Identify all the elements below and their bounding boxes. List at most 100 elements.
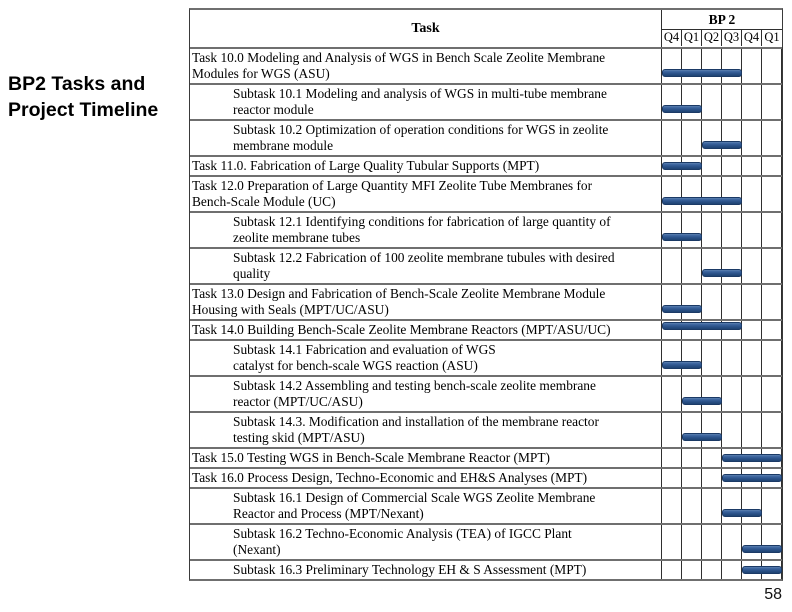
quarter-cell [682, 49, 702, 83]
task-label: Task 10.0 Modeling and Analysis of WGS i… [190, 49, 662, 83]
gantt-cell [662, 85, 782, 119]
period-header-group: BP 2 Q4 Q1 Q2 Q3 Q4 Q1 [662, 10, 782, 47]
task-label: Task 11.0. Fabrication of Large Quality … [190, 157, 662, 175]
quarter-cell [662, 121, 682, 155]
quarter-cell [722, 285, 742, 319]
table-row: Subtask 16.3 Preliminary Technology EH &… [190, 559, 782, 579]
quarter-cell [762, 377, 782, 411]
gantt-bar [701, 269, 742, 277]
quarter-cell [742, 525, 762, 559]
quarter-cell [682, 469, 702, 487]
gantt-bar [662, 361, 702, 369]
quarter-cell [662, 469, 682, 487]
quarter-cell [702, 49, 722, 83]
table-row: Subtask 14.1 Fabrication and evaluation … [190, 339, 782, 375]
quarter-cell [722, 213, 742, 247]
quarter-cell [682, 525, 702, 559]
quarter-cell [722, 413, 742, 447]
task-label: Subtask 14.1 Fabrication and evaluation … [190, 341, 662, 375]
table-row: Subtask 12.1 Identifying conditions for … [190, 211, 782, 247]
task-label: Task 14.0 Building Bench-Scale Zeolite M… [190, 321, 662, 339]
quarter-cell [662, 177, 682, 211]
quarter-cell [742, 121, 762, 155]
table-row: Task 15.0 Testing WGS in Bench-Scale Mem… [190, 447, 782, 467]
gantt-bar [662, 69, 742, 77]
quarter-cell [682, 489, 702, 523]
quarter-cell [702, 213, 722, 247]
quarter-cell [702, 525, 722, 559]
quarter-label: Q3 [722, 30, 742, 46]
task-label: Task 12.0 Preparation of Large Quantity … [190, 177, 662, 211]
table-row: Subtask 16.1 Design of Commercial Scale … [190, 487, 782, 523]
quarter-cell [742, 177, 762, 211]
quarter-cell [682, 561, 702, 579]
table-row: Task 11.0. Fabrication of Large Quality … [190, 155, 782, 175]
quarter-cell [702, 121, 722, 155]
gantt-cell [662, 121, 782, 155]
task-column-header: Task [190, 10, 662, 47]
quarter-cell [762, 525, 782, 559]
quarter-cell [742, 489, 762, 523]
quarter-cell [702, 249, 722, 283]
quarter-cell [682, 341, 702, 375]
quarter-cell [742, 49, 762, 83]
quarter-cell [702, 177, 722, 211]
quarter-cell [722, 321, 742, 339]
gantt-bar [681, 397, 722, 405]
task-label: Subtask 16.2 Techno-Economic Analysis (T… [190, 525, 662, 559]
quarter-cell [662, 213, 682, 247]
quarter-label: Q4 [742, 30, 762, 46]
quarter-cell [722, 249, 742, 283]
gantt-cell [662, 341, 782, 375]
quarter-cell [682, 249, 702, 283]
table-row: Subtask 14.2 Assembling and testing benc… [190, 375, 782, 411]
quarter-header-row: Q4 Q1 Q2 Q3 Q4 Q1 [662, 30, 782, 46]
gantt-cell [662, 413, 782, 447]
quarter-label: Q1 [764, 30, 780, 44]
gantt-cell [662, 489, 782, 523]
quarter-cell [682, 121, 702, 155]
quarter-cell [722, 525, 742, 559]
gantt-bar [681, 433, 722, 441]
quarter-cell [682, 177, 702, 211]
task-label: Task 16.0 Process Design, Techno-Economi… [190, 469, 662, 487]
quarter-cell [762, 321, 782, 339]
table-header: Task BP 2 Q4 Q1 Q2 Q3 Q4 Q1 [190, 10, 782, 47]
table-row: Task 12.0 Preparation of Large Quantity … [190, 175, 782, 211]
task-label: Subtask 16.3 Preliminary Technology EH &… [190, 561, 662, 579]
gantt-bar [741, 545, 782, 553]
quarter-cell [722, 157, 742, 175]
quarter-cell [722, 377, 742, 411]
quarter-cell [682, 85, 702, 119]
quarter-cell [662, 413, 682, 447]
quarter-cell [702, 413, 722, 447]
quarter-cell [722, 177, 742, 211]
quarter-cell [702, 285, 722, 319]
table-row: Subtask 10.2 Optimization of operation c… [190, 119, 782, 155]
quarter-cell [662, 561, 682, 579]
gantt-cell [662, 469, 782, 487]
quarter-cell [682, 449, 702, 467]
task-label: Subtask 10.1 Modeling and analysis of WG… [190, 85, 662, 119]
quarter-cell [762, 157, 782, 175]
gantt-bar [662, 305, 702, 313]
gantt-bar [662, 162, 702, 170]
quarter-cell [762, 341, 782, 375]
quarter-cell [662, 341, 682, 375]
gantt-bar [662, 197, 742, 205]
gantt-bar [662, 233, 702, 241]
table-row: Subtask 10.1 Modeling and analysis of WG… [190, 83, 782, 119]
gantt-table: Task BP 2 Q4 Q1 Q2 Q3 Q4 Q1 Task 10.0 Modelin… [189, 8, 783, 581]
quarter-cell [742, 413, 762, 447]
table-row: Subtask 14.3. Modification and installat… [190, 411, 782, 447]
quarter-cell [722, 121, 742, 155]
quarter-cell [762, 213, 782, 247]
quarter-cell [702, 377, 722, 411]
task-label: Subtask 14.3. Modification and installat… [190, 413, 662, 447]
quarter-cell [682, 213, 702, 247]
quarter-cell [702, 321, 722, 339]
quarter-cell [702, 561, 722, 579]
gantt-rows: Task 10.0 Modeling and Analysis of WGS i… [190, 47, 782, 579]
quarter-cell [662, 449, 682, 467]
